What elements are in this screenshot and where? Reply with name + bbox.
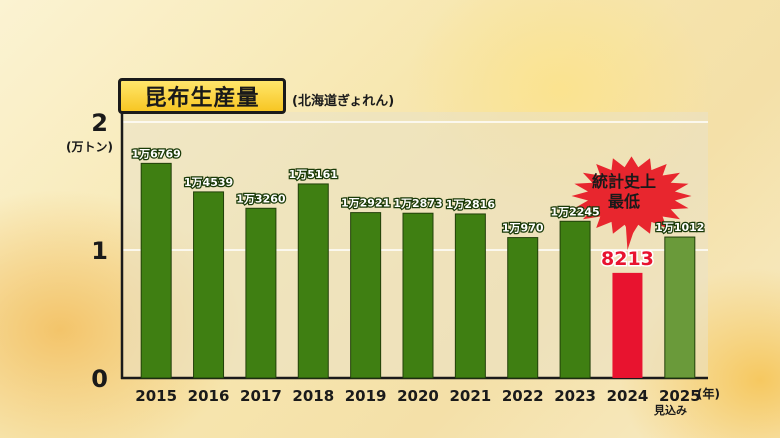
data-label: 1万3260 bbox=[236, 192, 286, 205]
record-low-callout bbox=[571, 156, 692, 250]
x-tick-label: 2019 bbox=[345, 387, 387, 405]
record-low-line1: 統計史上 bbox=[591, 172, 656, 191]
data-label: 1万1012 bbox=[655, 221, 704, 234]
x-tick-label: 2023 bbox=[554, 387, 596, 405]
starburst-shape bbox=[571, 156, 692, 236]
bar bbox=[193, 191, 225, 379]
bar bbox=[664, 236, 696, 379]
bar bbox=[350, 212, 382, 379]
x-tick-label: 2015 bbox=[135, 387, 177, 405]
data-label: 8213 bbox=[601, 248, 654, 270]
bar bbox=[140, 162, 172, 379]
x-tick-label: 2022 bbox=[502, 387, 544, 405]
data-labels: 2015 1万6769 2016 1万4539 2017 1万3260 2018 1万5161… bbox=[130, 146, 705, 405]
data-label: 1万4539 bbox=[184, 176, 233, 189]
x-axis-unit-label: (年) bbox=[697, 387, 720, 401]
data-label: 1万5161 bbox=[289, 168, 338, 181]
y-tick-label: 1 bbox=[91, 237, 108, 265]
bar bbox=[559, 220, 591, 379]
bar bbox=[454, 213, 486, 379]
y-axis-unit-label: (万トン) bbox=[66, 140, 113, 154]
record-low-line2: 最低 bbox=[607, 192, 640, 211]
bar bbox=[612, 272, 643, 378]
bar bbox=[297, 183, 329, 379]
bar bbox=[245, 207, 277, 379]
x-tick-label: 2020 bbox=[397, 387, 439, 405]
data-label: 1万6769 bbox=[132, 147, 181, 160]
data-label: 1万970 bbox=[502, 222, 544, 235]
title-box: 昆布生産量 bbox=[118, 78, 286, 114]
forecast-note: 見込み bbox=[654, 404, 687, 417]
x-tick-label: 2017 bbox=[240, 387, 282, 405]
record-low-text: 統計史上 最低 bbox=[572, 172, 676, 212]
x-tick-label: 2021 bbox=[449, 387, 491, 405]
y-tick-label: 0 bbox=[91, 365, 108, 393]
chart-subtitle: (北海道ぎょれん) bbox=[292, 94, 395, 109]
x-tick-label: 2018 bbox=[292, 387, 334, 405]
data-label: 1万2921 bbox=[341, 197, 390, 210]
x-tick-label: 2025 bbox=[659, 387, 701, 405]
y-tick-label: 2 bbox=[91, 109, 108, 137]
bar bbox=[507, 237, 539, 379]
chart-title: 昆布生産量 bbox=[144, 86, 260, 111]
bar bbox=[402, 212, 434, 379]
data-label: 1万2873 bbox=[393, 197, 442, 210]
data-label: 1万2245 bbox=[550, 205, 599, 218]
x-tick-label: 2024 bbox=[607, 387, 649, 405]
data-label: 1万2816 bbox=[446, 198, 496, 211]
x-tick-label: 2016 bbox=[188, 387, 230, 405]
bars bbox=[140, 162, 696, 379]
